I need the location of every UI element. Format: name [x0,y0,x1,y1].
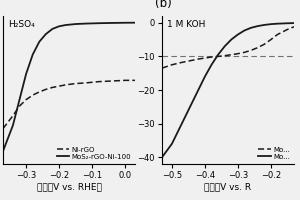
X-axis label: 电位（V vs. RHE）: 电位（V vs. RHE） [37,183,101,192]
Legend: Mo..., Mo...: Mo..., Mo... [258,146,290,161]
X-axis label: 电位（V vs. R: 电位（V vs. R [204,183,252,192]
Text: (b): (b) [155,0,172,10]
Text: 1 M KOH: 1 M KOH [167,20,206,29]
Legend: Ni-rGO, MoS₂-rGO-Ni-100: Ni-rGO, MoS₂-rGO-Ni-100 [56,146,131,161]
Text: H₂SO₄: H₂SO₄ [8,20,35,29]
